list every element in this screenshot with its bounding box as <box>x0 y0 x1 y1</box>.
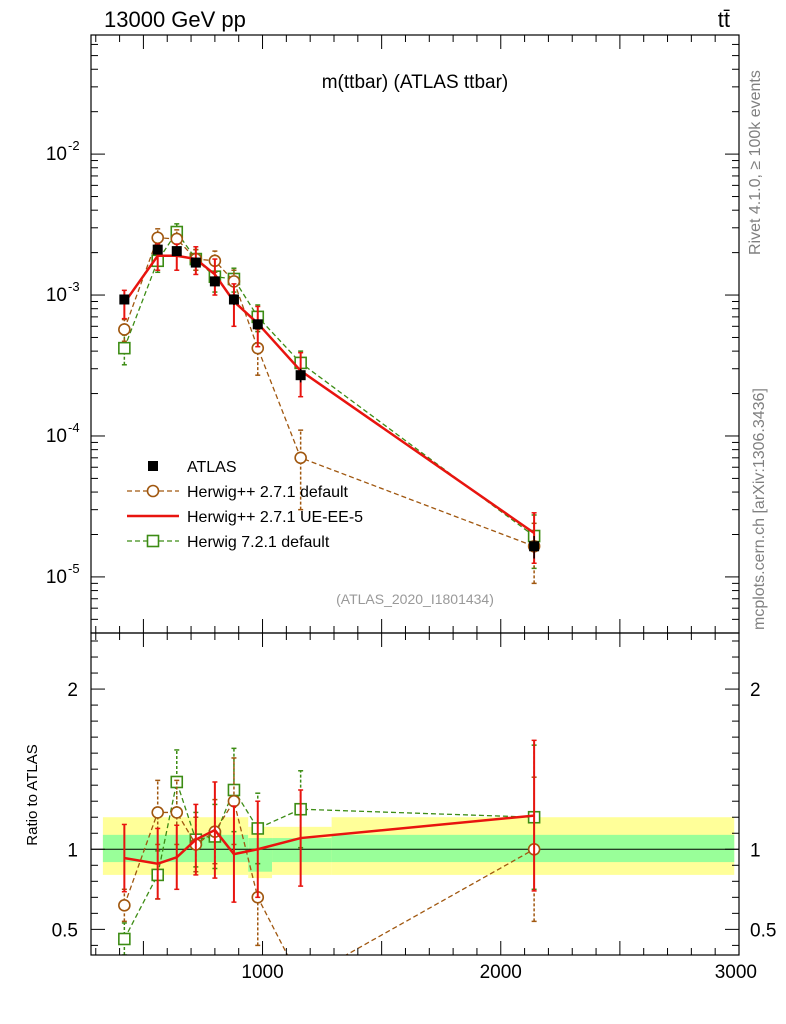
ratio-y-tick-label: 0.5 <box>52 920 78 941</box>
main-data-point <box>209 276 220 287</box>
main-data-point <box>118 323 131 336</box>
ratio-data-point <box>170 806 184 819</box>
ratio-data-point <box>295 975 306 986</box>
main-panel: 10-510-410-310-2 m(ttbar) (ATLAS ttbar) … <box>46 34 740 634</box>
main-series-herwig-2-7-1-default <box>118 228 541 585</box>
main-data-point <box>170 232 184 246</box>
main-data-point <box>295 370 306 381</box>
legend-marker <box>146 534 160 548</box>
ratio-series-herwig-2-7-1-ue-ee-5 <box>121 739 537 903</box>
main-y-tick-label: 10 <box>46 567 67 588</box>
x-tick-label: 2000 <box>480 962 522 983</box>
x-tick-label: 3000 <box>715 962 757 983</box>
main-y-tick-exponent: -5 <box>68 561 80 576</box>
legend-marker <box>146 484 160 498</box>
ratio-band-inner <box>248 838 273 872</box>
legend-label: Herwig++ 2.7.1 UE-EE-5 <box>187 509 363 526</box>
main-data-point <box>529 541 540 552</box>
ratio-y-tick-label-right: 0.5 <box>750 920 776 941</box>
ratio-y-tick-label: 1 <box>67 840 78 861</box>
rivet-version-label: Rivet 4.1.0, ≥ 100k events <box>747 70 764 255</box>
main-y-tick-exponent: -3 <box>68 279 80 294</box>
legend-label: Herwig 7.2.1 default <box>187 534 330 551</box>
main-data-point <box>294 451 307 465</box>
main-data-point <box>190 257 201 268</box>
main-y-tick-exponent: -4 <box>68 420 80 435</box>
main-data-point <box>171 246 182 257</box>
main-y-tick-label: 10 <box>46 426 67 447</box>
x-tick-label: 1000 <box>241 962 283 983</box>
main-data-point <box>151 231 165 245</box>
ratio-y-tick-label: 2 <box>67 680 78 701</box>
ratio-data-point <box>227 794 241 808</box>
analysis-label: (ATLAS_2020_I1801434) <box>336 591 494 607</box>
main-series-atlas <box>119 244 540 559</box>
legend-label: ATLAS <box>187 459 237 476</box>
ratio-band-inner <box>272 838 332 863</box>
header-left-title: 13000 GeV pp <box>104 7 246 32</box>
ratio-series-line <box>124 814 535 865</box>
main-data-point <box>152 244 163 255</box>
ratio-data-point <box>118 899 131 912</box>
ratio-y-axis-label: Ratio to ATLAS <box>24 744 41 845</box>
main-data-point <box>119 294 130 305</box>
main-series-line <box>123 254 535 535</box>
ratio-y-tick-label-right: 1 <box>750 840 761 861</box>
main-title: m(ttbar) (ATLAS ttbar) <box>322 72 509 93</box>
ratio-data-point <box>118 932 131 946</box>
ratio-y-tick-label-right: 2 <box>750 680 761 701</box>
ratio-frame <box>90 632 740 956</box>
legend-marker <box>148 461 158 471</box>
ratio-panel: 0.5 0.5 1 1 2 2 1000 2000 3000 Ratio to ATLAS <box>24 632 776 986</box>
main-data-point <box>252 319 263 330</box>
legend: ATLAS Herwig++ 2.7.1 default Herwig++ 2.7.… <box>127 459 363 551</box>
mcplots-label: mcplots.cern.ch [arXiv:1306.3436] <box>751 388 768 630</box>
ratio-data-point <box>151 806 165 819</box>
header-right-title: tt̄ <box>718 7 730 32</box>
ratio-series-herwig-2-7-1-default <box>118 757 541 986</box>
main-y-tick-exponent: -2 <box>68 138 80 153</box>
main-data-point <box>118 341 131 355</box>
legend-label: Herwig++ 2.7.1 default <box>187 484 349 501</box>
main-data-point <box>228 294 239 305</box>
main-y-tick-label: 10 <box>46 285 67 306</box>
main-y-tick-label: 10 <box>46 144 67 165</box>
